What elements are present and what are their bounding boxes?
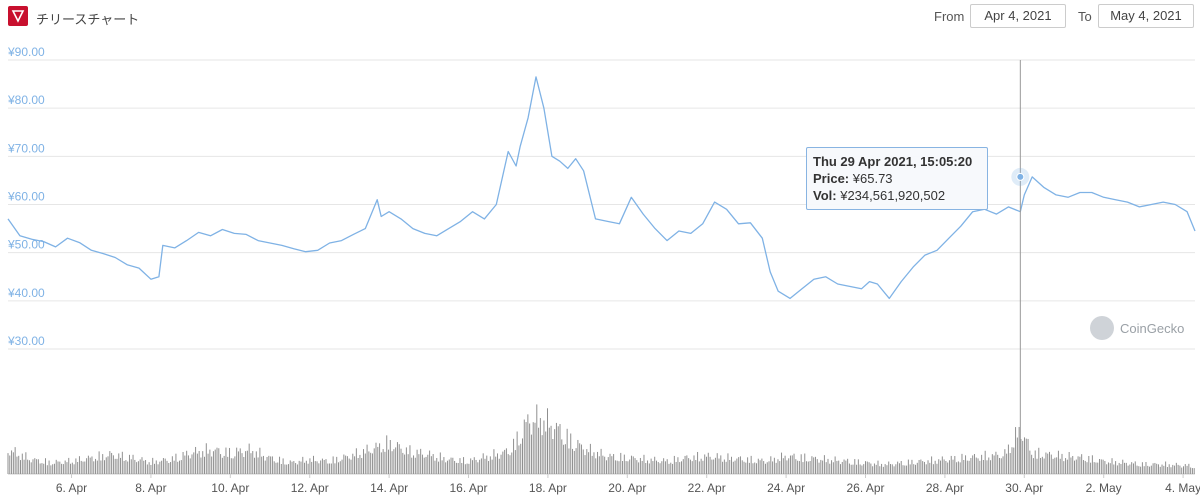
coin-logo <box>8 6 28 26</box>
crosshair <box>1011 60 1030 474</box>
tooltip-price-label: Price: <box>813 171 850 186</box>
chart-header: チリースチャート From Apr 4, 2021 To May 4, 2021 <box>0 0 1200 34</box>
tooltip-price-value: ¥65.73 <box>852 171 893 186</box>
to-label: To <box>1078 9 1092 24</box>
tooltip-vol-value: ¥234,561,920,502 <box>840 188 946 203</box>
watermark-text: CoinGecko <box>1120 320 1185 336</box>
x-tick-label: 10. Apr <box>211 481 249 495</box>
tooltip-vol-label: Vol: <box>813 188 837 203</box>
price-line <box>7 76 1196 300</box>
x-tick-label: 28. Apr <box>926 481 964 495</box>
x-tick-label: 20. Apr <box>608 481 646 495</box>
x-tick-label: 18. Apr <box>529 481 567 495</box>
tooltip-date: Thu 29 Apr 2021, 15:05:20 <box>813 154 973 169</box>
x-tick-label: 22. Apr <box>688 481 726 495</box>
x-tick-label: 24. Apr <box>767 481 805 495</box>
x-tick-label: 16. Apr <box>449 481 487 495</box>
y-tick-label: ¥40.00 <box>7 286 45 300</box>
x-tick-label: 30. Apr <box>1005 481 1043 495</box>
chart-title: チリースチャート <box>36 12 140 27</box>
y-axis: ¥30.00 ¥40.00 ¥50.00 ¥60.00 ¥70.00 ¥80.00 ¥90.… <box>7 45 45 348</box>
coingecko-watermark: CoinGecko <box>1090 316 1184 340</box>
y-tick-label: ¥30.00 <box>7 334 45 348</box>
to-date-input[interactable]: May 4, 2021 <box>1098 4 1194 28</box>
y-tick-label: ¥90.00 <box>7 45 45 59</box>
y-tick-label: ¥80.00 <box>7 93 45 107</box>
price-line-group <box>7 76 1196 300</box>
x-tick-label: 26. Apr <box>846 481 884 495</box>
price-chart[interactable]: ¥30.00 ¥40.00 ¥50.00 ¥60.00 ¥70.00 ¥80.00 ¥90.… <box>0 34 1200 501</box>
x-axis: 6. Apr 8. Apr 10. Apr 12. Apr 14. Apr 16. Apr… <box>56 474 1200 495</box>
x-tick-label: 8. Apr <box>135 481 166 495</box>
x-tick-label: 14. Apr <box>370 481 408 495</box>
grid <box>8 59 1195 475</box>
chiliz-icon <box>11 10 25 23</box>
from-label: From <box>934 9 965 24</box>
from-date-input[interactable]: Apr 4, 2021 <box>970 4 1066 28</box>
x-tick-label: 4. May <box>1165 481 1200 495</box>
y-tick-label: ¥70.00 <box>7 141 45 155</box>
x-tick-label: 6. Apr <box>56 481 87 495</box>
tooltip: Thu 29 Apr 2021, 15:05:20 Price: ¥65.73 … <box>806 147 988 210</box>
gecko-icon <box>1090 316 1114 340</box>
volume-bars <box>7 404 1195 474</box>
x-tick-label: 2. May <box>1086 481 1122 495</box>
highlight-point <box>1016 172 1025 181</box>
y-tick-label: ¥50.00 <box>7 238 45 252</box>
y-tick-label: ¥60.00 <box>7 190 45 204</box>
x-tick-label: 12. Apr <box>291 481 329 495</box>
